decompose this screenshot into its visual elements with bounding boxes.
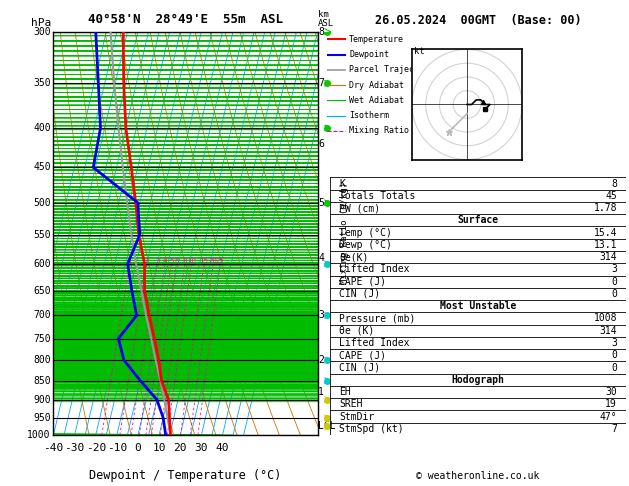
Text: 8: 8 bbox=[611, 178, 617, 189]
Text: StmSpd (kt): StmSpd (kt) bbox=[339, 424, 404, 434]
Text: 5: 5 bbox=[169, 258, 174, 264]
Text: Dewpoint: Dewpoint bbox=[349, 50, 389, 59]
Text: 1: 1 bbox=[128, 258, 132, 264]
Text: 19: 19 bbox=[605, 399, 617, 409]
Text: 950: 950 bbox=[33, 413, 51, 423]
Text: 15: 15 bbox=[199, 258, 208, 264]
Text: Hodograph: Hodograph bbox=[452, 375, 504, 385]
Text: StmDir: StmDir bbox=[339, 412, 374, 421]
Text: 8: 8 bbox=[318, 27, 324, 36]
Text: K: K bbox=[339, 178, 345, 189]
Text: 0: 0 bbox=[611, 277, 617, 287]
Text: 30: 30 bbox=[194, 443, 208, 453]
Text: 450: 450 bbox=[33, 162, 51, 173]
Text: 10: 10 bbox=[187, 258, 196, 264]
Text: hPa: hPa bbox=[31, 17, 51, 28]
Text: 400: 400 bbox=[33, 123, 51, 133]
Text: Surface: Surface bbox=[457, 215, 499, 226]
Text: -40: -40 bbox=[43, 443, 64, 453]
Text: 25: 25 bbox=[216, 258, 225, 264]
Text: 15.4: 15.4 bbox=[594, 227, 617, 238]
Text: -30: -30 bbox=[65, 443, 85, 453]
Text: 300: 300 bbox=[33, 27, 51, 36]
Text: 750: 750 bbox=[33, 333, 51, 344]
Text: kt: kt bbox=[415, 47, 425, 56]
Text: 700: 700 bbox=[33, 311, 51, 320]
Text: 3: 3 bbox=[155, 258, 160, 264]
Text: 45: 45 bbox=[605, 191, 617, 201]
Text: SREH: SREH bbox=[339, 399, 362, 409]
Text: © weatheronline.co.uk: © weatheronline.co.uk bbox=[416, 471, 540, 481]
Text: 1008: 1008 bbox=[594, 313, 617, 324]
Text: -10: -10 bbox=[107, 443, 127, 453]
Text: 8: 8 bbox=[182, 258, 187, 264]
Text: Isotherm: Isotherm bbox=[349, 111, 389, 120]
Text: 10: 10 bbox=[152, 443, 166, 453]
Text: 600: 600 bbox=[33, 259, 51, 269]
Text: Totals Totals: Totals Totals bbox=[339, 191, 416, 201]
Text: Dewpoint / Temperature (°C): Dewpoint / Temperature (°C) bbox=[89, 469, 282, 482]
Text: 4: 4 bbox=[318, 253, 324, 263]
Text: 6: 6 bbox=[174, 258, 179, 264]
Text: CIN (J): CIN (J) bbox=[339, 289, 380, 299]
Text: 1.78: 1.78 bbox=[594, 203, 617, 213]
Text: 3: 3 bbox=[318, 311, 324, 320]
Text: 7: 7 bbox=[611, 424, 617, 434]
Text: 550: 550 bbox=[33, 230, 51, 240]
Text: CAPE (J): CAPE (J) bbox=[339, 350, 386, 360]
Text: km
ASL: km ASL bbox=[318, 10, 334, 28]
Text: 314: 314 bbox=[599, 326, 617, 336]
Text: 6: 6 bbox=[318, 139, 324, 149]
Text: 850: 850 bbox=[33, 376, 51, 385]
Text: Temp (°C): Temp (°C) bbox=[339, 227, 392, 238]
Text: Parcel Trajectory: Parcel Trajectory bbox=[349, 65, 434, 74]
Text: 3: 3 bbox=[611, 338, 617, 348]
Text: Lifted Index: Lifted Index bbox=[339, 338, 409, 348]
Text: Dewp (°C): Dewp (°C) bbox=[339, 240, 392, 250]
Text: 13.1: 13.1 bbox=[594, 240, 617, 250]
Text: PW (cm): PW (cm) bbox=[339, 203, 380, 213]
Text: Mixing Ratio: Mixing Ratio bbox=[349, 126, 409, 136]
Text: 20: 20 bbox=[174, 443, 187, 453]
Text: CAPE (J): CAPE (J) bbox=[339, 277, 386, 287]
Text: LCL: LCL bbox=[318, 421, 336, 432]
Text: 1: 1 bbox=[318, 387, 324, 397]
Text: 26.05.2024  00GMT  (Base: 00): 26.05.2024 00GMT (Base: 00) bbox=[375, 14, 581, 27]
Text: 4: 4 bbox=[163, 258, 167, 264]
Text: 40: 40 bbox=[216, 443, 230, 453]
Text: Most Unstable: Most Unstable bbox=[440, 301, 516, 311]
Text: 3: 3 bbox=[611, 264, 617, 275]
Text: 20: 20 bbox=[209, 258, 218, 264]
Text: Lifted Index: Lifted Index bbox=[339, 264, 409, 275]
Text: EH: EH bbox=[339, 387, 351, 397]
Text: 800: 800 bbox=[33, 355, 51, 365]
Text: Temperature: Temperature bbox=[349, 35, 404, 44]
Text: Dry Adiabat: Dry Adiabat bbox=[349, 81, 404, 89]
Text: Wet Adiabat: Wet Adiabat bbox=[349, 96, 404, 105]
Text: 2: 2 bbox=[318, 355, 324, 365]
Text: Mixing Ratio (g/kg): Mixing Ratio (g/kg) bbox=[340, 182, 348, 284]
Text: 500: 500 bbox=[33, 198, 51, 208]
Text: θe (K): θe (K) bbox=[339, 326, 374, 336]
Text: 2: 2 bbox=[145, 258, 149, 264]
Text: 7: 7 bbox=[318, 78, 324, 88]
Text: CIN (J): CIN (J) bbox=[339, 363, 380, 372]
Text: 650: 650 bbox=[33, 286, 51, 295]
Text: 314: 314 bbox=[599, 252, 617, 262]
Text: 0: 0 bbox=[135, 443, 142, 453]
Text: 1000: 1000 bbox=[27, 430, 51, 440]
Text: 5: 5 bbox=[318, 198, 324, 208]
Text: -20: -20 bbox=[86, 443, 106, 453]
Text: 900: 900 bbox=[33, 395, 51, 405]
Text: 40°58'N  28°49'E  55m  ASL: 40°58'N 28°49'E 55m ASL bbox=[88, 13, 283, 26]
Text: Pressure (mb): Pressure (mb) bbox=[339, 313, 416, 324]
Text: 30: 30 bbox=[605, 387, 617, 397]
Text: 350: 350 bbox=[33, 78, 51, 88]
Text: 0: 0 bbox=[611, 363, 617, 372]
Text: θe(K): θe(K) bbox=[339, 252, 369, 262]
Text: 47°: 47° bbox=[599, 412, 617, 421]
Text: 0: 0 bbox=[611, 350, 617, 360]
Text: 0: 0 bbox=[611, 289, 617, 299]
